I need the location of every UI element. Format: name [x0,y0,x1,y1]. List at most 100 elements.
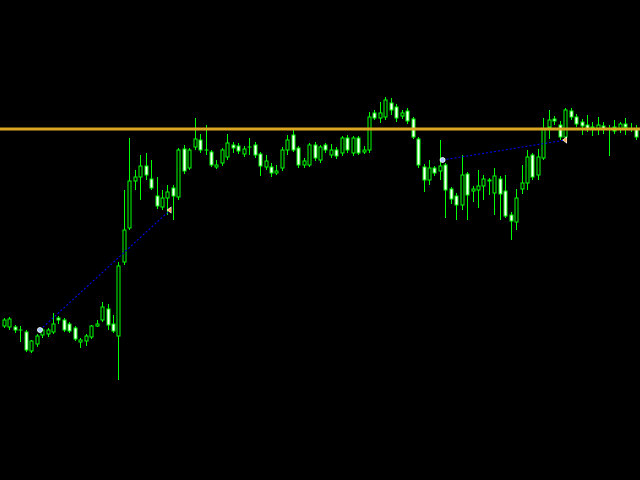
candle [449,187,454,204]
candle [313,142,318,161]
candle [67,322,72,333]
candle-body-bear [171,187,176,197]
candle [264,155,269,170]
candle-body-bear [73,327,78,340]
candle [35,334,40,347]
candle [149,160,154,190]
candle [372,110,377,120]
trend-lines-group [37,136,568,333]
candle [378,102,383,123]
candle-body-bull [514,197,519,223]
candle-body-bull [476,185,481,191]
candle [13,325,18,333]
candle [220,148,225,166]
candle [89,325,94,339]
candle [323,143,328,153]
candle-body-bull [460,174,465,206]
candle-body-bull [318,146,323,161]
candle [274,165,279,175]
candle [106,304,111,330]
candle [302,158,307,168]
candle-body-bear [323,144,328,151]
candle-body-bear [432,167,437,174]
candle-body-bear [209,151,214,166]
candle-body-bear [552,118,557,122]
candle-body-bull [95,323,100,327]
candle [18,326,23,342]
candle [116,262,121,380]
candle-body-bear [580,121,585,127]
candle-body-bear [155,195,160,207]
candle [498,176,503,220]
candle-body-bull [51,323,56,333]
trade-close-marker-icon [562,136,568,144]
candle-body-bull [84,335,89,342]
candle [383,97,388,120]
candle-body-bull [427,167,432,181]
candle-body-bull [242,148,247,155]
candle-body-bull [541,127,546,159]
candle-body-bull [122,229,127,263]
candle-body-bull [214,164,219,168]
candle [231,142,236,153]
candle-body-bear [454,195,459,206]
candle [122,190,127,265]
candle [285,135,290,155]
candle-body-bear [13,326,18,331]
candle [422,164,427,192]
candle [465,172,470,220]
candle-body-bear [487,179,492,182]
candle-body-bull [274,170,279,174]
candle-body-bear [236,145,241,152]
candle-body-bull [383,99,388,118]
candle [171,185,176,220]
candle [394,104,399,122]
candle [552,116,557,125]
trend-line [39,209,171,331]
candle-body-bear [56,317,61,321]
candle-body-bear [389,102,394,111]
candle-body-bear [334,149,339,157]
candle [291,128,296,152]
candle-body-bull [116,265,121,337]
candle-body-bear [345,137,350,151]
candle [356,136,361,155]
candle-body-bull [329,149,334,156]
candle-body-bear [198,139,203,151]
candle-body-bull [176,149,181,198]
candle [563,108,568,140]
candle-body-bear [558,124,563,138]
candle-body-bull [481,178,486,187]
candle [138,155,143,200]
candle-body-bull [362,149,367,153]
candle [525,150,530,190]
candle [492,168,497,215]
candle-body-bear [296,147,301,166]
candle-body-bear [313,144,318,159]
candle [100,302,105,322]
candle-body-bull [160,197,165,208]
candle [51,313,56,334]
candle-body-bull [138,165,143,178]
candle-body-bull [351,137,356,154]
candle [362,146,367,154]
candle-body-bull [302,160,307,166]
candle-body-bull [471,188,476,192]
candle-body-bull [165,191,170,199]
candle-body-bear [106,308,111,326]
candles-group [2,97,639,380]
candle-body-bear [449,188,454,200]
candle [443,163,448,218]
candle [476,170,481,208]
candle-body-bear [372,112,377,119]
candle [345,135,350,153]
trend-line [442,139,566,161]
candle [280,147,285,171]
candle [2,318,7,328]
candle [296,146,301,168]
candle-body-bear [24,331,29,351]
candle [389,98,394,115]
candle-body-bull [29,340,34,352]
